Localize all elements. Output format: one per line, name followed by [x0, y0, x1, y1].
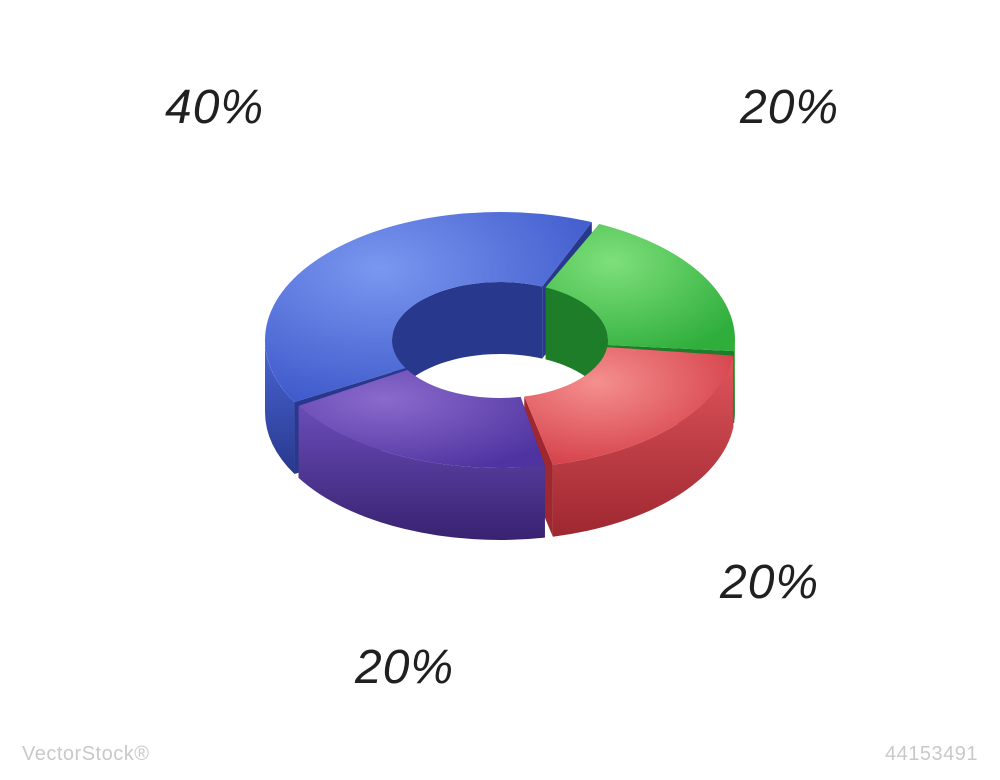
slice-green-outer	[734, 340, 735, 423]
label-green: 20%	[740, 80, 839, 135]
watermark-brand: VectorStock®	[22, 743, 149, 766]
label-blue: 40%	[165, 80, 264, 135]
watermark-id: 44153491	[885, 743, 978, 766]
label-red: 20%	[720, 555, 819, 610]
label-purple: 20%	[355, 640, 454, 695]
donut-chart	[180, 130, 820, 610]
